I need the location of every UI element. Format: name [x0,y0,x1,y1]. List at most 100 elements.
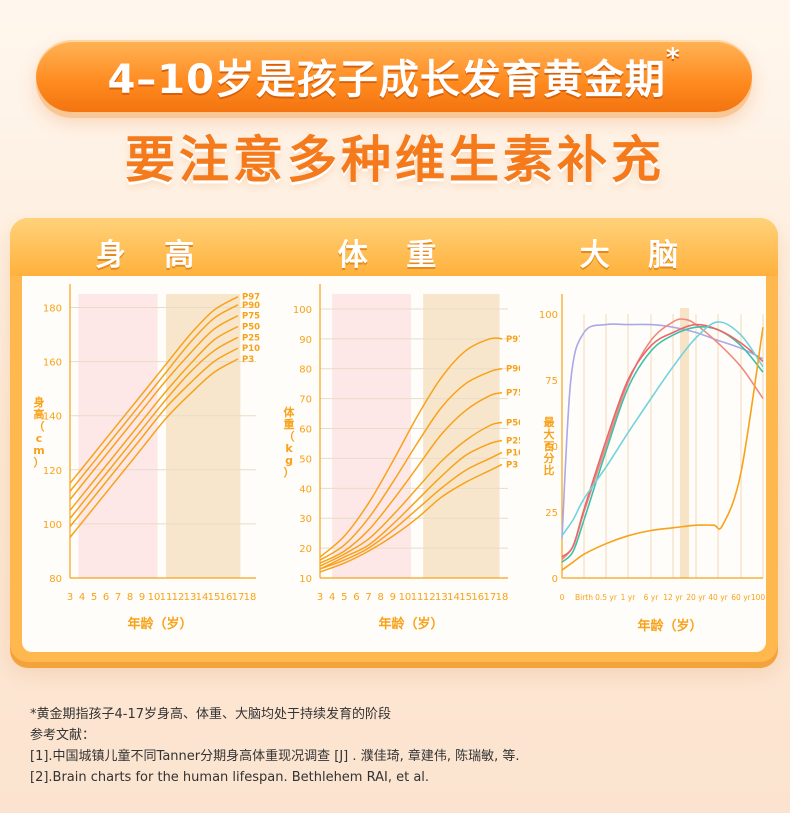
references-title: 参考文献： [30,728,96,743]
charts-card: 身 高 体 重 大 脑 80 100 120 140 160 180 3 4 5 6 7 8 9 10 11… [10,218,778,662]
title-banner: 4–10岁是孩子成长发育黄金期* [36,40,752,112]
y-tick-label: 120 [43,466,62,477]
series-line-p50 [319,421,503,567]
x-tick-label: 40 yr [708,593,728,602]
brain-chart: 0 25 50 75 100 0 Birth 0.5 yr 1 yr 6 yr 12 yr 20 yr… [539,294,766,634]
y-tick-label: 80 [299,365,312,376]
x-tick-label: 20 yr [686,593,706,602]
x-tick-label: 13 [435,592,448,603]
series-line-p75 [319,391,503,564]
x-tick-label: 15 [208,592,221,603]
x-tick-label: Birth [575,593,593,602]
x-tick-label: 17 [483,592,496,603]
series-line [561,326,764,563]
series-label: P97 [242,293,260,303]
series-line-p90 [319,367,503,561]
y-tick-label: 0 [552,574,558,585]
series-label: P75 [242,312,260,322]
x-tick-label: 10 [399,592,412,603]
reference-2: [2].Brain charts for the human lifespan.… [30,770,430,785]
x-tick-label: 12 yr [663,593,683,602]
y-tick-label: 75 [545,376,558,387]
series-label: P10 [242,344,260,354]
highlight-band [78,294,158,578]
y-axis-label: 体重（ k g） [284,405,296,479]
height-chart: 80 100 120 140 160 180 3 4 5 6 7 8 9 10 11 12 13 14 15 16 17… [33,284,260,632]
x-tick-label: 0.5 yr [595,593,618,602]
x-tick-label: 5 [91,592,97,603]
x-tick-label: 0 [560,593,565,602]
x-tick-label: 5 [341,592,347,603]
series-line-p97 [319,337,503,558]
page-subtitle: 要注意多种维生素补充 [125,131,665,189]
series-line-p3 [319,463,503,573]
x-tick-label: 8 [377,592,383,603]
y-tick-label: 25 [545,508,558,519]
x-tick-label: 60 yr [731,593,751,602]
series-line-p50 [69,325,239,511]
series-line-p3 [69,358,239,538]
series-label: P10 [506,448,520,458]
y-tick-label: 100 [43,520,62,531]
y-tick-label: 100 [539,310,558,321]
y-tick-label: 160 [43,358,62,369]
y-tick-label: 60 [299,425,312,436]
reference-1: [1].中国城镇儿童不同Tanner分期身高体重现况调查 [J] . 濮佳琦, … [30,749,520,764]
highlight-band [332,294,411,578]
series-label: P3 [506,460,518,470]
x-tick-label: 11 [411,592,424,603]
page-title: 4–10岁是孩子成长发育黄金期* [107,43,681,103]
series-line [561,323,764,558]
x-tick-label: 18 [244,592,257,603]
series-label: P25 [506,436,520,446]
card-body: 80 100 120 140 160 180 3 4 5 6 7 8 9 10 11 12 13 14 15 16 17… [22,276,766,652]
y-tick-label: 140 [43,412,62,423]
series-label: P50 [242,322,260,332]
y-tick-label: 20 [299,544,312,555]
series-line [561,321,764,537]
series-line-p10 [69,347,239,528]
series-label: P3 [242,355,254,365]
x-tick-label: 14 [447,592,460,603]
x-tick-label: 11 [160,592,173,603]
x-tick-label: 7 [115,592,121,603]
height-panel-label: 身 高 [95,238,209,273]
x-tick-label: 7 [365,592,371,603]
x-tick-label: 1 yr [621,593,637,602]
footnote: *黄金期指孩子4-17岁身高、体重、大脑均处于持续发育的阶段 [30,707,392,722]
card-header: 身 高 体 重 大 脑 [10,218,778,276]
y-tick-label: 40 [299,484,312,495]
series-line-p75 [69,314,239,501]
series-label: P50 [506,419,520,429]
series-line [561,327,764,571]
x-tick-label: 16 [471,592,484,603]
x-tick-label: 100 yr [751,593,766,602]
x-tick-label: 13 [184,592,197,603]
x-axis-label: 年龄（岁） [127,616,192,632]
series-label: P90 [506,365,520,375]
x-tick-label: 14 [196,592,209,603]
footer-notes: *黄金期指孩子4-17岁身高、体重、大脑均处于持续发育的阶段 参考文献： [1]… [30,704,520,788]
y-tick-label: 10 [299,574,312,585]
x-tick-label: 6 [353,592,359,603]
x-tick-label: 17 [232,592,245,603]
series-line [561,323,764,539]
series-line-p10 [319,451,503,570]
series-line-p25 [319,439,503,570]
series-line [561,318,764,561]
y-tick-label: 100 [293,305,312,316]
x-tick-label: 16 [220,592,233,603]
x-tick-label: 10 [148,592,161,603]
y-tick-label: 50 [299,454,312,465]
x-tick-label: 9 [139,592,145,603]
x-tick-label: 15 [459,592,472,603]
x-tick-label: 18 [496,592,509,603]
y-tick-label: 50 [545,442,558,453]
series-line-p25 [69,336,239,519]
y-tick-label: 90 [299,335,312,346]
y-tick-label: 30 [299,514,312,525]
x-tick-label: 3 [317,592,323,603]
y-tick-label: 80 [49,574,62,585]
x-axis-label: 年龄（岁） [637,618,702,634]
